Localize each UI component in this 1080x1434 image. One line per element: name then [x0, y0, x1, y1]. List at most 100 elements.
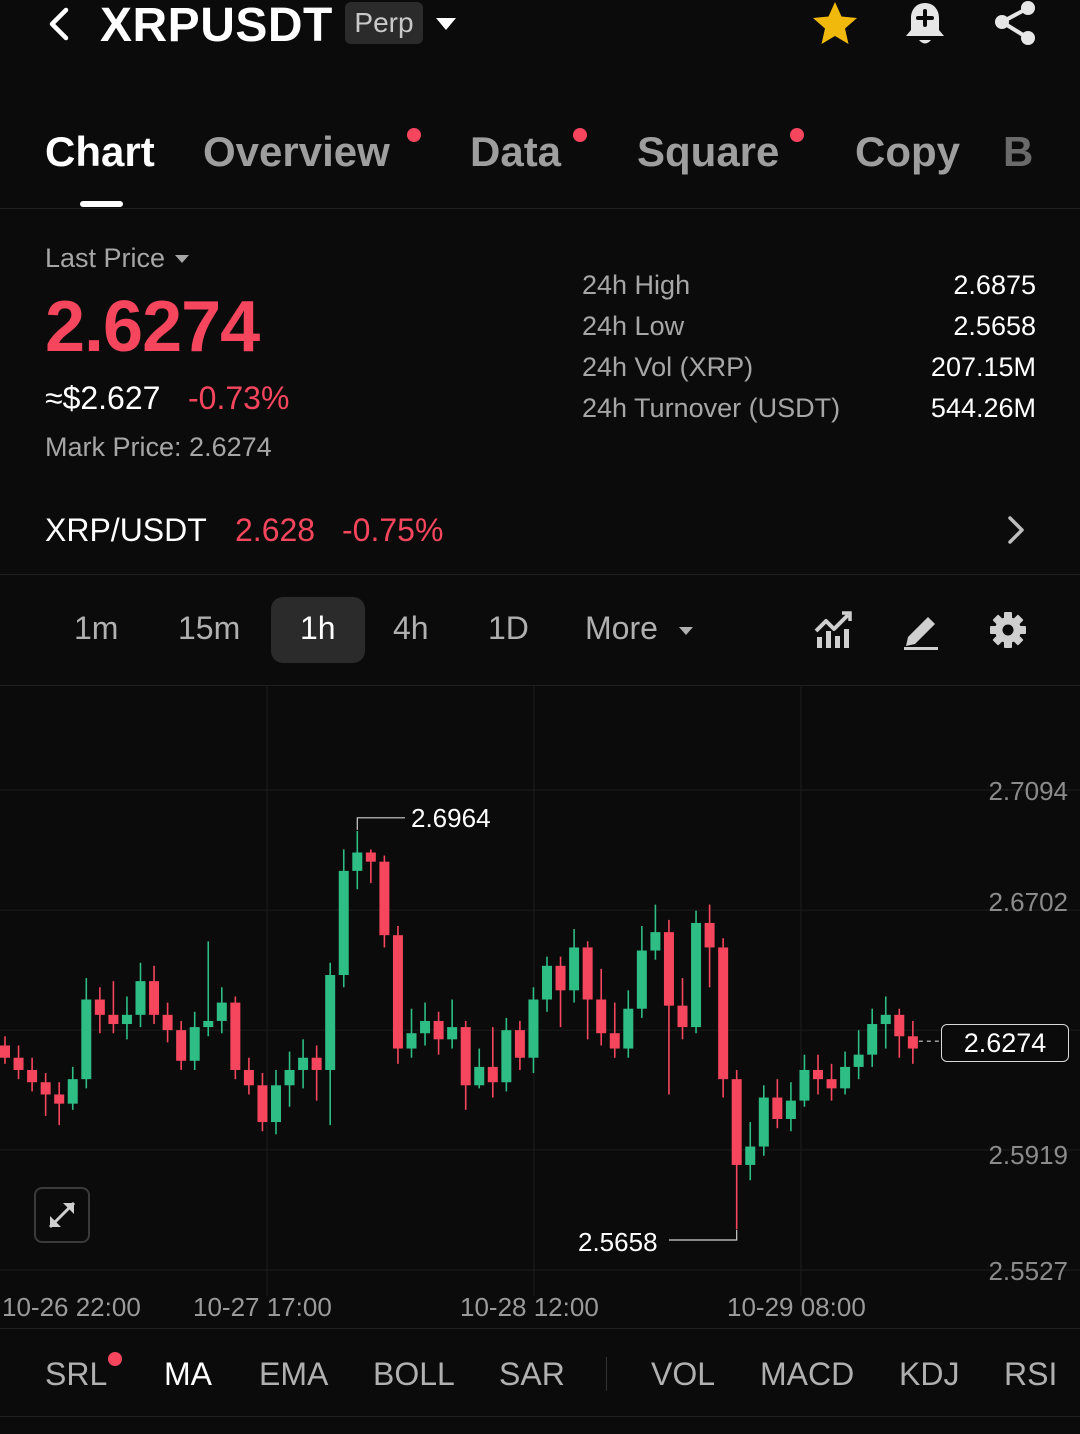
candle-body: [27, 1069, 38, 1083]
candle-body: [718, 947, 729, 1080]
candle-body: [555, 965, 566, 991]
candle-body: [691, 922, 702, 1028]
candle-body: [189, 1027, 200, 1061]
indicator-sar[interactable]: SAR: [499, 1356, 565, 1392]
fullscreen-expand-button[interactable]: [34, 1187, 90, 1243]
indicator-macd[interactable]: MACD: [760, 1356, 855, 1392]
candle-body: [433, 1020, 444, 1040]
symbol-title[interactable]: XRPUSDT: [100, 0, 333, 52]
chevron-right-icon[interactable]: [1004, 515, 1028, 545]
price-change-percent: -0.73%: [188, 380, 290, 416]
candle-body: [474, 1066, 485, 1086]
x-tick-label: 10-28 12:00: [460, 1292, 599, 1322]
tabs-divider: [0, 208, 1080, 209]
candle-body: [230, 1002, 241, 1070]
candle-body: [176, 1030, 187, 1061]
indicator-srl[interactable]: SRL: [45, 1356, 108, 1392]
x-tick-label: 10-26 22:00: [2, 1292, 141, 1322]
candle-body: [284, 1069, 295, 1086]
candle-body: [528, 999, 539, 1058]
candle-body: [636, 950, 647, 1009]
last-price-dropdown-icon[interactable]: [174, 254, 190, 264]
last-price-usd: ≈$2.627: [45, 380, 161, 416]
candle-body: [799, 1069, 810, 1101]
indicator-boll[interactable]: BOLL: [373, 1356, 455, 1392]
tab-square-notification-dot: [790, 128, 804, 142]
candle-body: [271, 1085, 281, 1123]
candle-body: [447, 1027, 458, 1040]
candle-body: [772, 1097, 783, 1119]
tab-chart[interactable]: Chart: [45, 128, 155, 175]
low-price-marker-label: 2.5658: [578, 1227, 658, 1257]
candle-body: [840, 1066, 851, 1089]
y-tick-label: 2.7094: [988, 776, 1068, 806]
mark-price: Mark Price: 2.6274: [45, 432, 272, 463]
symbol-dropdown-icon[interactable]: [435, 16, 457, 32]
interval-more-button[interactable]: More: [585, 610, 658, 646]
current-price-tag: 2.6274: [941, 1024, 1069, 1062]
candle-body: [731, 1079, 742, 1165]
share-icon[interactable]: [990, 0, 1040, 50]
y-tick-label: 2.5919: [988, 1140, 1068, 1170]
draw-pencil-icon[interactable]: [900, 609, 942, 651]
tab-b-partial[interactable]: B: [1003, 128, 1034, 175]
stat-low-value: 2.5658: [953, 311, 1036, 341]
tab-overview[interactable]: Overview: [203, 128, 390, 175]
candle-body: [420, 1020, 431, 1034]
candle-body: [54, 1094, 65, 1104]
interval-4h[interactable]: 4h: [393, 610, 429, 646]
tab-active-indicator: [80, 201, 123, 207]
low-marker-line: [669, 1229, 738, 1241]
interval-1d[interactable]: 1D: [488, 610, 529, 646]
chart-settings-gear-icon[interactable]: [988, 610, 1028, 650]
indicator-ma[interactable]: MA: [164, 1356, 212, 1392]
candle-body: [704, 922, 715, 948]
mark-price-value: 2.6274: [189, 432, 272, 462]
indicator-kdj[interactable]: KDJ: [899, 1356, 960, 1392]
candle-body: [40, 1082, 51, 1095]
candle-body: [379, 861, 390, 936]
candle-body: [149, 981, 160, 1015]
chart-grid: [0, 686, 1080, 1296]
indicator-rsi[interactable]: RSI: [1004, 1356, 1058, 1392]
last-price-label[interactable]: Last Price: [45, 243, 166, 273]
candle-body: [257, 1085, 268, 1123]
price-markers-layer: [356, 817, 940, 1241]
more-caret-icon[interactable]: [678, 626, 694, 636]
interval-1m[interactable]: 1m: [74, 610, 119, 646]
candle-body: [596, 999, 607, 1034]
interval-15m[interactable]: 15m: [178, 610, 241, 646]
indicators-icon[interactable]: [812, 609, 854, 651]
stat-low-label: 24h Low: [582, 311, 685, 341]
y-tick-label: 2.5527: [988, 1256, 1068, 1286]
candlestick-chart[interactable]: [0, 686, 1080, 1296]
back-arrow-icon[interactable]: [40, 4, 80, 44]
price-alert-bell-icon[interactable]: [900, 0, 950, 50]
candle-body: [162, 1014, 173, 1031]
candle-body: [853, 1054, 864, 1067]
interval-1h[interactable]: 1h: [300, 610, 336, 646]
expand-arrows-icon: [48, 1201, 76, 1229]
candle-body: [325, 975, 336, 1070]
tab-copy[interactable]: Copy: [855, 128, 960, 175]
stat-turnover-label: 24h Turnover (USDT): [582, 393, 841, 423]
tab-overview-notification-dot: [407, 128, 421, 142]
candle-body: [460, 1027, 471, 1086]
candle-body: [609, 1033, 620, 1049]
tab-data-notification-dot: [573, 128, 587, 142]
indicator-ema[interactable]: EMA: [259, 1356, 329, 1392]
candle-body: [894, 1014, 905, 1037]
favorite-star-icon[interactable]: [810, 0, 860, 50]
candle-body: [826, 1079, 837, 1089]
tab-data[interactable]: Data: [470, 128, 562, 175]
candle-body: [623, 1008, 634, 1049]
stat-high-value: 2.6875: [953, 270, 1036, 300]
candle-body: [785, 1100, 796, 1119]
indicator-vol[interactable]: VOL: [651, 1356, 716, 1392]
stat-vol-label: 24h Vol (XRP): [582, 352, 754, 382]
tab-square[interactable]: Square: [637, 128, 780, 175]
spot-divider: [0, 574, 1080, 575]
candle-body: [487, 1066, 498, 1083]
x-tick-label: 10-29 08:00: [727, 1292, 866, 1322]
candle-body: [663, 932, 674, 1006]
